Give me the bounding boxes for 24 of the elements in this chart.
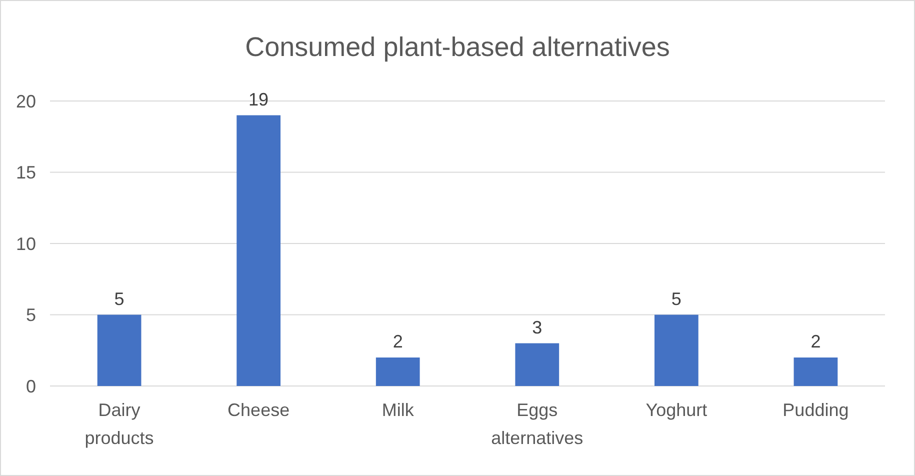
x-tick-label: Eggs alternatives xyxy=(491,400,584,448)
data-label: 19 xyxy=(248,89,269,110)
data-label: 5 xyxy=(114,288,124,309)
chart-title: Consumed plant-based alternatives xyxy=(245,32,670,62)
bar xyxy=(376,358,420,386)
y-tick-label: 15 xyxy=(16,162,36,183)
y-tick-label: 0 xyxy=(26,376,36,396)
data-label: 3 xyxy=(532,317,542,338)
data-label: 2 xyxy=(810,332,821,352)
x-tick-label: Dairy products xyxy=(84,400,154,448)
data-label: 5 xyxy=(671,288,682,309)
y-tick-label: 20 xyxy=(16,91,36,112)
data-label: 2 xyxy=(392,332,403,352)
x-tick-label: Pudding xyxy=(782,400,849,420)
bar xyxy=(236,115,281,386)
y-tick-label: 5 xyxy=(26,305,36,326)
bar xyxy=(515,343,560,386)
y-tick-label: 10 xyxy=(16,234,36,254)
x-tick-label: Milk xyxy=(382,400,415,420)
x-tick-label: Yoghurt xyxy=(646,400,708,420)
bar xyxy=(794,358,838,386)
x-tick-label: Cheese xyxy=(228,400,290,420)
bar xyxy=(97,314,142,386)
bar xyxy=(654,314,698,386)
